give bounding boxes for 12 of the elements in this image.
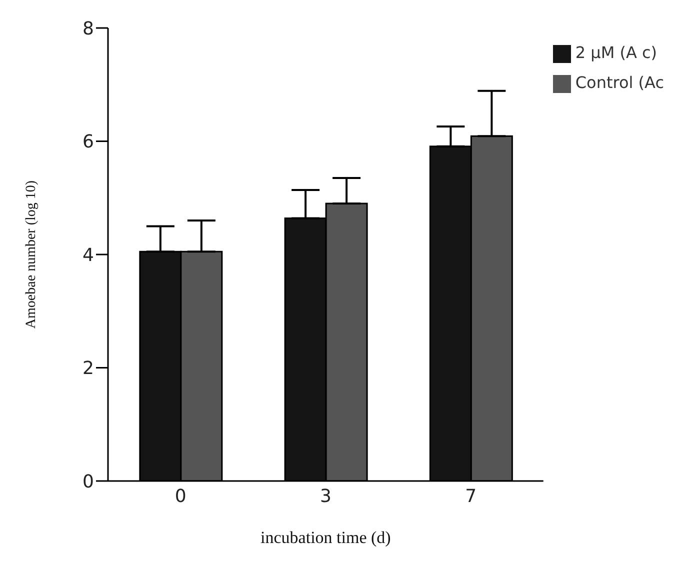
y-tick-label: 0 bbox=[82, 471, 94, 492]
y-tick-label: 4 bbox=[82, 244, 94, 266]
x-tick-label: 0 bbox=[174, 486, 186, 507]
y-tick-label: 6 bbox=[82, 132, 94, 153]
y-tick-label: 8 bbox=[82, 18, 94, 40]
y-tick-label: 2 bbox=[82, 358, 94, 380]
x-tick-label: 7 bbox=[465, 486, 477, 507]
x-axis-title: incubation time (d) bbox=[260, 528, 391, 547]
legend-label: Control (Ac bbox=[575, 73, 664, 92]
legend-label: 2 μM (A c) bbox=[575, 43, 658, 62]
x-tick-label: 3 bbox=[320, 486, 332, 507]
y-axis-title: Amoebae number (log 10) bbox=[24, 180, 39, 329]
